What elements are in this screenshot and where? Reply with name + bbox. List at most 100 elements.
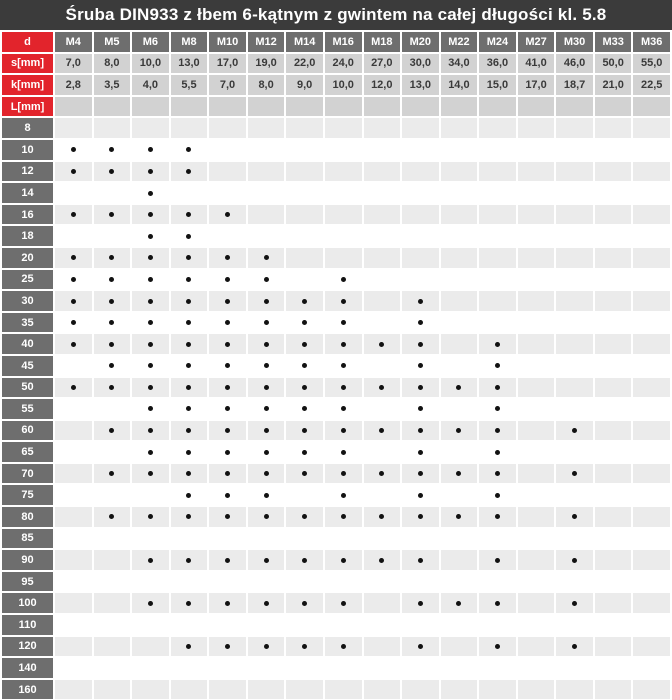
availability-cell [556, 377, 593, 398]
availability-cell [440, 377, 478, 398]
availability-cell [402, 355, 439, 376]
length-row-label: 110 [2, 615, 53, 635]
availability-cell [132, 355, 169, 376]
availability-dot-icon [379, 428, 385, 434]
availability-dot-icon [225, 406, 231, 412]
table-row: 40 [2, 334, 670, 354]
availability-dot-icon [494, 471, 500, 477]
availability-cell [286, 463, 323, 484]
availability-dot-icon [263, 276, 269, 282]
availability-cell [440, 550, 478, 570]
availability-cell [517, 658, 555, 678]
availability-cell [479, 139, 516, 160]
availability-dot-icon [225, 557, 231, 563]
availability-cell [517, 139, 555, 160]
availability-cell [55, 528, 92, 549]
s-row-label: s[mm] [2, 53, 53, 74]
availability-cell [479, 226, 516, 246]
availability-dot-icon [263, 384, 269, 390]
availability-cell [517, 485, 555, 506]
availability-cell [633, 658, 670, 678]
availability-cell [594, 312, 632, 333]
availability-dot-icon [417, 514, 423, 520]
availability-cell [132, 442, 169, 462]
availability-dot-icon [340, 471, 346, 477]
availability-dot-icon [109, 471, 115, 477]
availability-cell [440, 485, 478, 506]
availability-dot-icon [147, 276, 153, 282]
availability-cell [286, 161, 323, 182]
l-empty-cell [363, 96, 401, 117]
availability-cell [247, 355, 285, 376]
availability-cell [363, 571, 401, 592]
availability-dot-icon [302, 298, 308, 304]
availability-cell [324, 247, 362, 268]
availability-cell [402, 269, 439, 290]
availability-cell [324, 463, 362, 484]
availability-cell [556, 420, 593, 441]
availability-cell [170, 247, 208, 268]
availability-cell [132, 204, 169, 225]
availability-cell [93, 377, 131, 398]
availability-cell [440, 226, 478, 246]
availability-cell [247, 334, 285, 354]
availability-dot-icon [147, 600, 153, 606]
table-row: 80 [2, 507, 670, 527]
s-value-cell: 27,0 [363, 53, 401, 74]
availability-cell [286, 312, 323, 333]
availability-cell [286, 377, 323, 398]
availability-cell [170, 226, 208, 246]
availability-dot-icon [186, 557, 192, 563]
availability-cell [170, 679, 208, 700]
table-row: 60 [2, 420, 670, 441]
availability-cell [209, 658, 246, 678]
availability-cell [517, 636, 555, 657]
availability-cell [556, 183, 593, 203]
availability-cell [93, 355, 131, 376]
availability-cell [479, 528, 516, 549]
availability-dot-icon [302, 449, 308, 455]
availability-cell [363, 226, 401, 246]
availability-cell [363, 269, 401, 290]
availability-cell [517, 679, 555, 700]
size-col-header: M4 [55, 32, 92, 52]
availability-cell [209, 183, 246, 203]
availability-dot-icon [263, 341, 269, 347]
availability-dot-icon [109, 168, 115, 174]
availability-cell [479, 507, 516, 527]
availability-cell [93, 247, 131, 268]
availability-dot-icon [186, 298, 192, 304]
availability-cell [132, 615, 169, 635]
availability-cell [594, 334, 632, 354]
k-value-cell: 14,0 [440, 75, 478, 95]
availability-cell [55, 204, 92, 225]
availability-cell [93, 463, 131, 484]
availability-dot-icon [379, 384, 385, 390]
availability-cell [132, 571, 169, 592]
availability-cell [247, 550, 285, 570]
availability-dot-icon [186, 341, 192, 347]
k-value-cell: 21,0 [594, 75, 632, 95]
availability-dot-icon [186, 449, 192, 455]
table-row: 35 [2, 312, 670, 333]
k-value-cell: 9,0 [286, 75, 323, 95]
availability-cell [363, 139, 401, 160]
availability-dot-icon [186, 514, 192, 520]
availability-cell [479, 658, 516, 678]
availability-cell [556, 679, 593, 700]
availability-cell [247, 463, 285, 484]
availability-dot-icon [147, 341, 153, 347]
availability-cell [209, 442, 246, 462]
availability-cell [132, 528, 169, 549]
availability-cell [286, 226, 323, 246]
availability-cell [594, 550, 632, 570]
availability-dot-icon [109, 514, 115, 520]
l-empty-cell [247, 96, 285, 117]
length-row-label: 95 [2, 571, 53, 592]
availability-dot-icon [147, 320, 153, 326]
size-col-header: M18 [363, 32, 401, 52]
availability-cell [556, 658, 593, 678]
availability-cell [93, 550, 131, 570]
availability-cell [93, 161, 131, 182]
availability-cell [132, 679, 169, 700]
